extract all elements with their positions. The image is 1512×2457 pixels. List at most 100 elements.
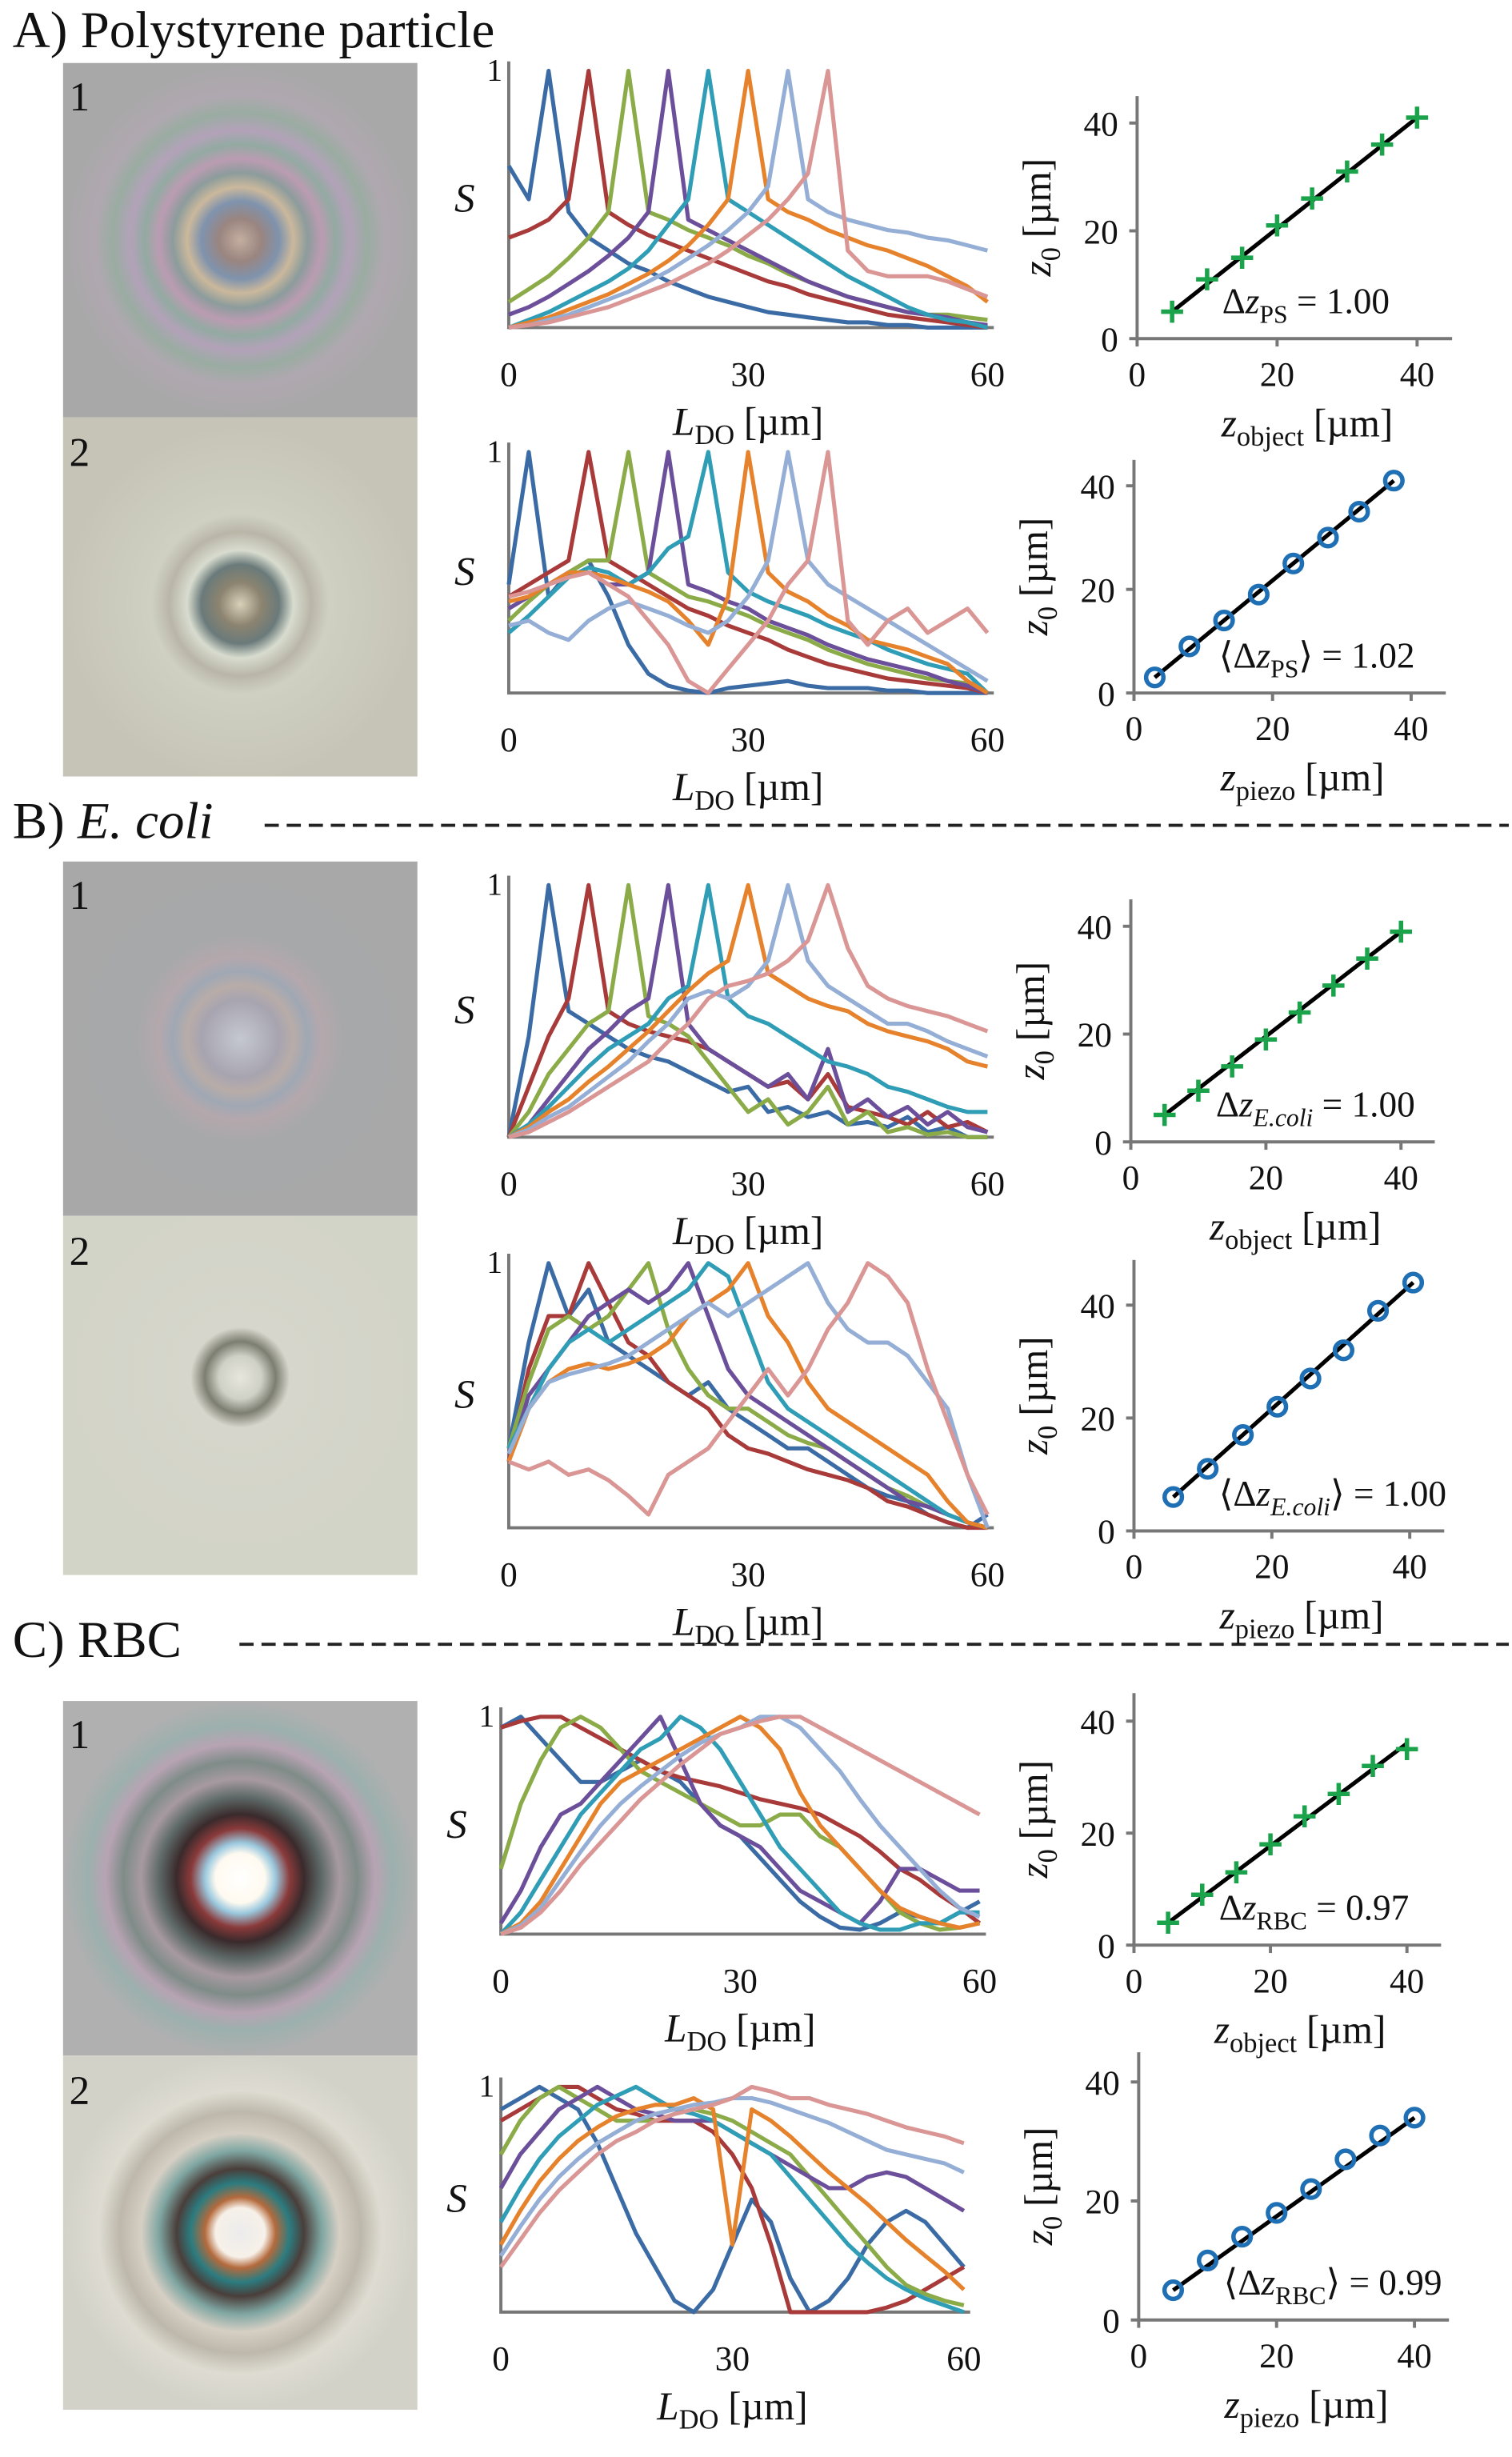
label-part: 0 (1033, 1849, 1063, 1863)
x-tick-label: 0 (1126, 1962, 1143, 2000)
x-tick-label: 40 (1384, 1158, 1418, 1197)
marker (1370, 133, 1394, 156)
section-name: Polystyrene particle (81, 2, 495, 59)
y-tick-label: 1 (486, 1245, 502, 1280)
x-axis-label: LDO [µm] (672, 765, 823, 816)
label-part: [µm] (744, 1209, 823, 1253)
label-part: z (1256, 636, 1271, 676)
label-part: z (1012, 620, 1056, 636)
label-part: Δ (1216, 1085, 1239, 1125)
marker (1299, 1367, 1322, 1390)
label-part: E.coli (1270, 1493, 1330, 1521)
x-axis-label: zpiezo [µm] (1219, 1594, 1384, 1645)
marker (1221, 1055, 1243, 1078)
label-part: L (672, 399, 694, 443)
y-axis-label: z0 [µm] (1017, 2127, 1068, 2247)
marker (1382, 470, 1405, 492)
y-tick-label: 40 (1081, 468, 1115, 506)
marker (1157, 1911, 1179, 1934)
panel-number: 1 (70, 873, 90, 918)
x-tick-label: 0 (492, 2340, 510, 2379)
series-line (508, 69, 988, 327)
label-part: ⟨Δ (1219, 1474, 1257, 1514)
x-tick-label: 0 (500, 355, 518, 394)
marker (1395, 1738, 1418, 1761)
marker (1266, 1395, 1289, 1418)
marker (1196, 268, 1218, 290)
annotation: ⟨ΔzPS⟩ = 1.02 (1219, 636, 1415, 683)
marker (1187, 1079, 1210, 1102)
marker (1332, 1339, 1355, 1362)
label-part: DO (679, 2405, 719, 2435)
hologram-image (62, 62, 418, 418)
label-part: z (1260, 2263, 1275, 2303)
series-line (507, 882, 988, 1139)
marker (1230, 246, 1254, 269)
series-line (498, 2095, 966, 2291)
label-part: = 0.97 (1307, 1888, 1409, 1928)
axis-line (506, 442, 994, 695)
label-part: ⟨Δ (1219, 636, 1257, 676)
label-part: ⟩ = 1.02 (1298, 636, 1414, 676)
x-tick-label: 0 (500, 1555, 518, 1594)
y-axis-label: S (454, 1372, 475, 1418)
label-part: RBC (1256, 1907, 1306, 1935)
x-axis-label: zobject [µm] (1221, 401, 1394, 452)
panel-number: 2 (70, 1229, 90, 1275)
label-part: L (656, 2384, 678, 2428)
series-line (500, 1715, 981, 1936)
label-part: DO (694, 1230, 734, 1260)
y-axis-label: S (454, 549, 475, 594)
label-part: z (1214, 2007, 1230, 2051)
y-tick-label: 20 (1085, 2183, 1119, 2222)
x-axis-label: zpiezo [µm] (1224, 2383, 1389, 2434)
label-part: [µm] (1015, 158, 1059, 238)
label-part: object (1225, 1225, 1293, 1255)
section-name: RBC (78, 1611, 182, 1669)
marker (1161, 300, 1183, 323)
label-part: 0 (1038, 2216, 1068, 2230)
y-axis-label: z0 [µm] (1015, 158, 1066, 278)
series-line (508, 882, 989, 1139)
series-line (499, 2084, 966, 2315)
series-line (499, 1715, 980, 1936)
label-part: L (664, 2006, 686, 2050)
marker (1301, 187, 1323, 210)
marker (1317, 526, 1339, 549)
series-line (508, 69, 988, 330)
marker (1362, 1755, 1384, 1778)
marker (1231, 2226, 1254, 2248)
marker (1348, 500, 1370, 523)
marker (1356, 947, 1378, 970)
series-line (507, 882, 989, 1139)
annotation: ΔzE.coli = 1.00 (1216, 1085, 1415, 1132)
marker (1334, 2148, 1357, 2171)
x-tick-label: 60 (946, 2340, 981, 2379)
label-part: piezo (1236, 776, 1296, 806)
label-part: [µm] (1306, 2007, 1386, 2051)
label-part: z (1012, 1439, 1056, 1455)
marker (1282, 552, 1305, 574)
y-tick-label: 40 (1081, 1703, 1115, 1742)
x-axis-label: LDO [µm] (672, 399, 823, 450)
x-tick-label: 0 (500, 1165, 518, 1203)
x-tick-label: 40 (1393, 1548, 1427, 1587)
marker (1406, 106, 1429, 129)
annotation: ⟨ΔzRBC⟩ = 0.99 (1224, 2263, 1442, 2310)
section-label: C) (13, 1611, 65, 1669)
label-part: z (1256, 1474, 1271, 1514)
y-tick-label: 1 (486, 866, 502, 902)
label-part: z (1017, 2230, 1061, 2246)
series-line (499, 2084, 965, 2269)
label-part: z (1009, 1064, 1053, 1080)
series-line (507, 1261, 990, 1517)
y-axis-label: S (446, 2176, 467, 2222)
y-tick-label: 1 (486, 434, 502, 469)
label-part: PS (1270, 654, 1298, 682)
y-axis-label: S (446, 1802, 467, 1847)
label-part: [µm] (1009, 962, 1053, 1041)
x-tick-label: 60 (970, 1555, 1005, 1594)
marker (1266, 214, 1289, 237)
x-tick-label: 0 (1126, 1548, 1143, 1587)
label-part: L (672, 1209, 694, 1253)
